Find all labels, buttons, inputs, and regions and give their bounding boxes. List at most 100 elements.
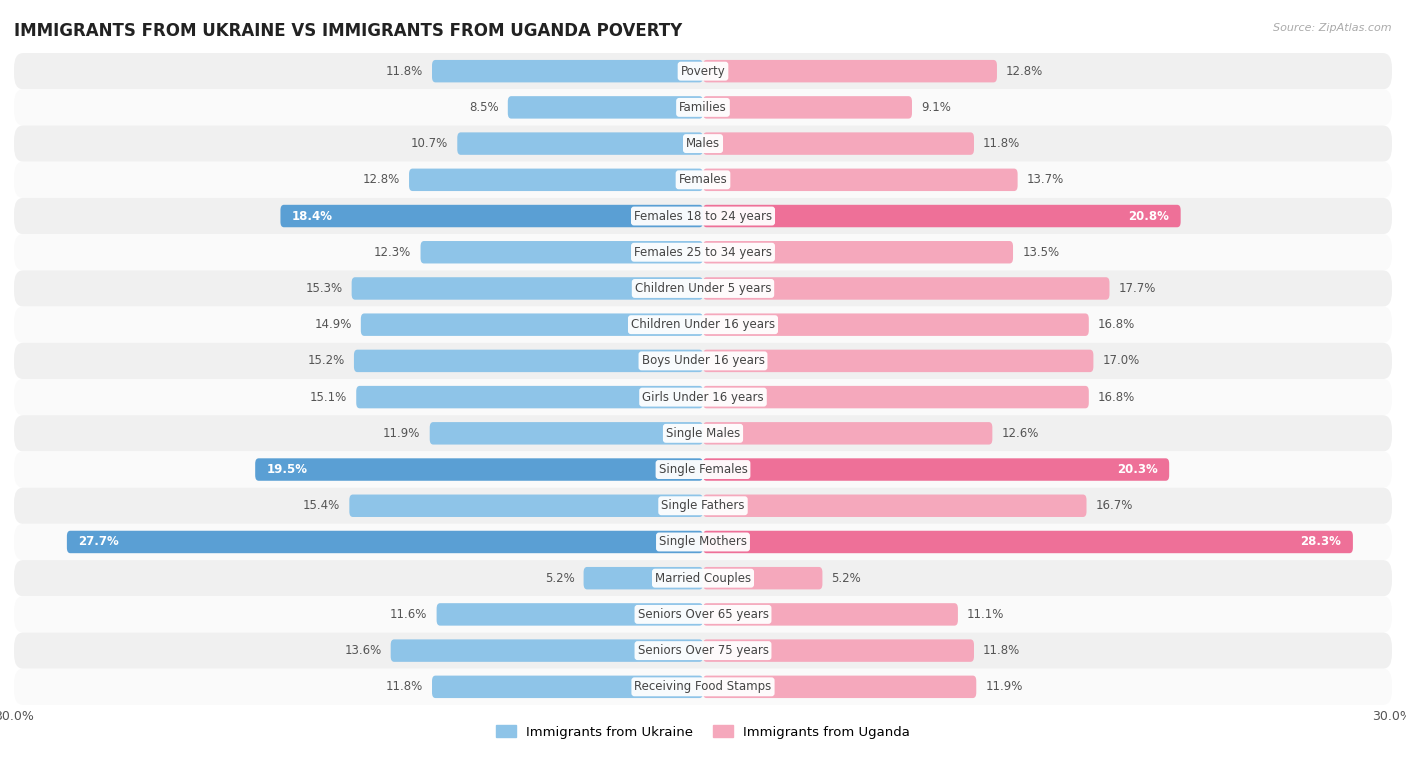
Text: 11.8%: 11.8%	[983, 137, 1021, 150]
Text: 17.0%: 17.0%	[1102, 355, 1140, 368]
Text: 5.2%: 5.2%	[831, 572, 862, 584]
Text: Boys Under 16 years: Boys Under 16 years	[641, 355, 765, 368]
FancyBboxPatch shape	[583, 567, 703, 590]
FancyBboxPatch shape	[349, 494, 703, 517]
Text: Receiving Food Stamps: Receiving Food Stamps	[634, 681, 772, 694]
FancyBboxPatch shape	[14, 452, 1392, 487]
Text: 18.4%: 18.4%	[292, 209, 333, 223]
FancyBboxPatch shape	[703, 459, 1170, 481]
Text: 20.3%: 20.3%	[1116, 463, 1157, 476]
Legend: Immigrants from Ukraine, Immigrants from Uganda: Immigrants from Ukraine, Immigrants from…	[491, 720, 915, 744]
Text: 13.7%: 13.7%	[1026, 174, 1064, 186]
FancyBboxPatch shape	[14, 669, 1392, 705]
FancyBboxPatch shape	[352, 277, 703, 299]
FancyBboxPatch shape	[703, 60, 997, 83]
FancyBboxPatch shape	[14, 379, 1392, 415]
FancyBboxPatch shape	[14, 234, 1392, 271]
Text: 13.6%: 13.6%	[344, 644, 381, 657]
FancyBboxPatch shape	[14, 415, 1392, 452]
FancyBboxPatch shape	[508, 96, 703, 118]
FancyBboxPatch shape	[703, 277, 1109, 299]
FancyBboxPatch shape	[703, 675, 976, 698]
FancyBboxPatch shape	[14, 271, 1392, 306]
FancyBboxPatch shape	[14, 343, 1392, 379]
Text: 15.3%: 15.3%	[305, 282, 343, 295]
FancyBboxPatch shape	[703, 349, 1094, 372]
Text: 16.7%: 16.7%	[1095, 500, 1133, 512]
Text: 12.6%: 12.6%	[1001, 427, 1039, 440]
Text: 14.9%: 14.9%	[315, 318, 352, 331]
FancyBboxPatch shape	[361, 314, 703, 336]
Text: 12.8%: 12.8%	[1007, 64, 1043, 77]
Text: 16.8%: 16.8%	[1098, 318, 1135, 331]
Text: 13.5%: 13.5%	[1022, 246, 1059, 258]
Text: 15.4%: 15.4%	[302, 500, 340, 512]
FancyBboxPatch shape	[703, 314, 1088, 336]
FancyBboxPatch shape	[703, 168, 1018, 191]
Text: 11.8%: 11.8%	[385, 681, 423, 694]
Text: Children Under 5 years: Children Under 5 years	[634, 282, 772, 295]
Text: 28.3%: 28.3%	[1301, 535, 1341, 549]
Text: 8.5%: 8.5%	[470, 101, 499, 114]
Text: 27.7%: 27.7%	[79, 535, 120, 549]
FancyBboxPatch shape	[430, 422, 703, 444]
FancyBboxPatch shape	[14, 632, 1392, 669]
FancyBboxPatch shape	[14, 161, 1392, 198]
Text: 11.9%: 11.9%	[384, 427, 420, 440]
Text: Children Under 16 years: Children Under 16 years	[631, 318, 775, 331]
Text: Single Females: Single Females	[658, 463, 748, 476]
Text: IMMIGRANTS FROM UKRAINE VS IMMIGRANTS FROM UGANDA POVERTY: IMMIGRANTS FROM UKRAINE VS IMMIGRANTS FR…	[14, 23, 682, 40]
FancyBboxPatch shape	[356, 386, 703, 409]
Text: 15.2%: 15.2%	[308, 355, 344, 368]
FancyBboxPatch shape	[14, 306, 1392, 343]
FancyBboxPatch shape	[437, 603, 703, 625]
FancyBboxPatch shape	[703, 603, 957, 625]
FancyBboxPatch shape	[703, 96, 912, 118]
Text: Single Fathers: Single Fathers	[661, 500, 745, 512]
Text: 12.8%: 12.8%	[363, 174, 399, 186]
FancyBboxPatch shape	[703, 205, 1181, 227]
FancyBboxPatch shape	[14, 597, 1392, 632]
Text: 17.7%: 17.7%	[1119, 282, 1156, 295]
Text: 20.8%: 20.8%	[1128, 209, 1170, 223]
FancyBboxPatch shape	[432, 60, 703, 83]
FancyBboxPatch shape	[703, 567, 823, 590]
FancyBboxPatch shape	[703, 422, 993, 444]
FancyBboxPatch shape	[14, 53, 1392, 89]
FancyBboxPatch shape	[409, 168, 703, 191]
FancyBboxPatch shape	[703, 640, 974, 662]
Text: 12.3%: 12.3%	[374, 246, 412, 258]
Text: Females 25 to 34 years: Females 25 to 34 years	[634, 246, 772, 258]
FancyBboxPatch shape	[703, 133, 974, 155]
Text: 15.1%: 15.1%	[309, 390, 347, 403]
Text: 11.8%: 11.8%	[385, 64, 423, 77]
FancyBboxPatch shape	[703, 241, 1012, 264]
Text: Poverty: Poverty	[681, 64, 725, 77]
Text: Source: ZipAtlas.com: Source: ZipAtlas.com	[1274, 23, 1392, 33]
Text: 19.5%: 19.5%	[267, 463, 308, 476]
FancyBboxPatch shape	[420, 241, 703, 264]
Text: Females 18 to 24 years: Females 18 to 24 years	[634, 209, 772, 223]
FancyBboxPatch shape	[14, 524, 1392, 560]
Text: Girls Under 16 years: Girls Under 16 years	[643, 390, 763, 403]
FancyBboxPatch shape	[14, 126, 1392, 161]
Text: Single Mothers: Single Mothers	[659, 535, 747, 549]
Text: Males: Males	[686, 137, 720, 150]
FancyBboxPatch shape	[67, 531, 703, 553]
FancyBboxPatch shape	[354, 349, 703, 372]
Text: Females: Females	[679, 174, 727, 186]
FancyBboxPatch shape	[457, 133, 703, 155]
FancyBboxPatch shape	[14, 560, 1392, 597]
Text: 9.1%: 9.1%	[921, 101, 950, 114]
Text: Seniors Over 65 years: Seniors Over 65 years	[637, 608, 769, 621]
Text: 5.2%: 5.2%	[544, 572, 575, 584]
Text: 10.7%: 10.7%	[411, 137, 449, 150]
FancyBboxPatch shape	[14, 89, 1392, 126]
FancyBboxPatch shape	[280, 205, 703, 227]
Text: Families: Families	[679, 101, 727, 114]
Text: Seniors Over 75 years: Seniors Over 75 years	[637, 644, 769, 657]
Text: Married Couples: Married Couples	[655, 572, 751, 584]
FancyBboxPatch shape	[14, 487, 1392, 524]
Text: 11.1%: 11.1%	[967, 608, 1004, 621]
FancyBboxPatch shape	[703, 386, 1088, 409]
